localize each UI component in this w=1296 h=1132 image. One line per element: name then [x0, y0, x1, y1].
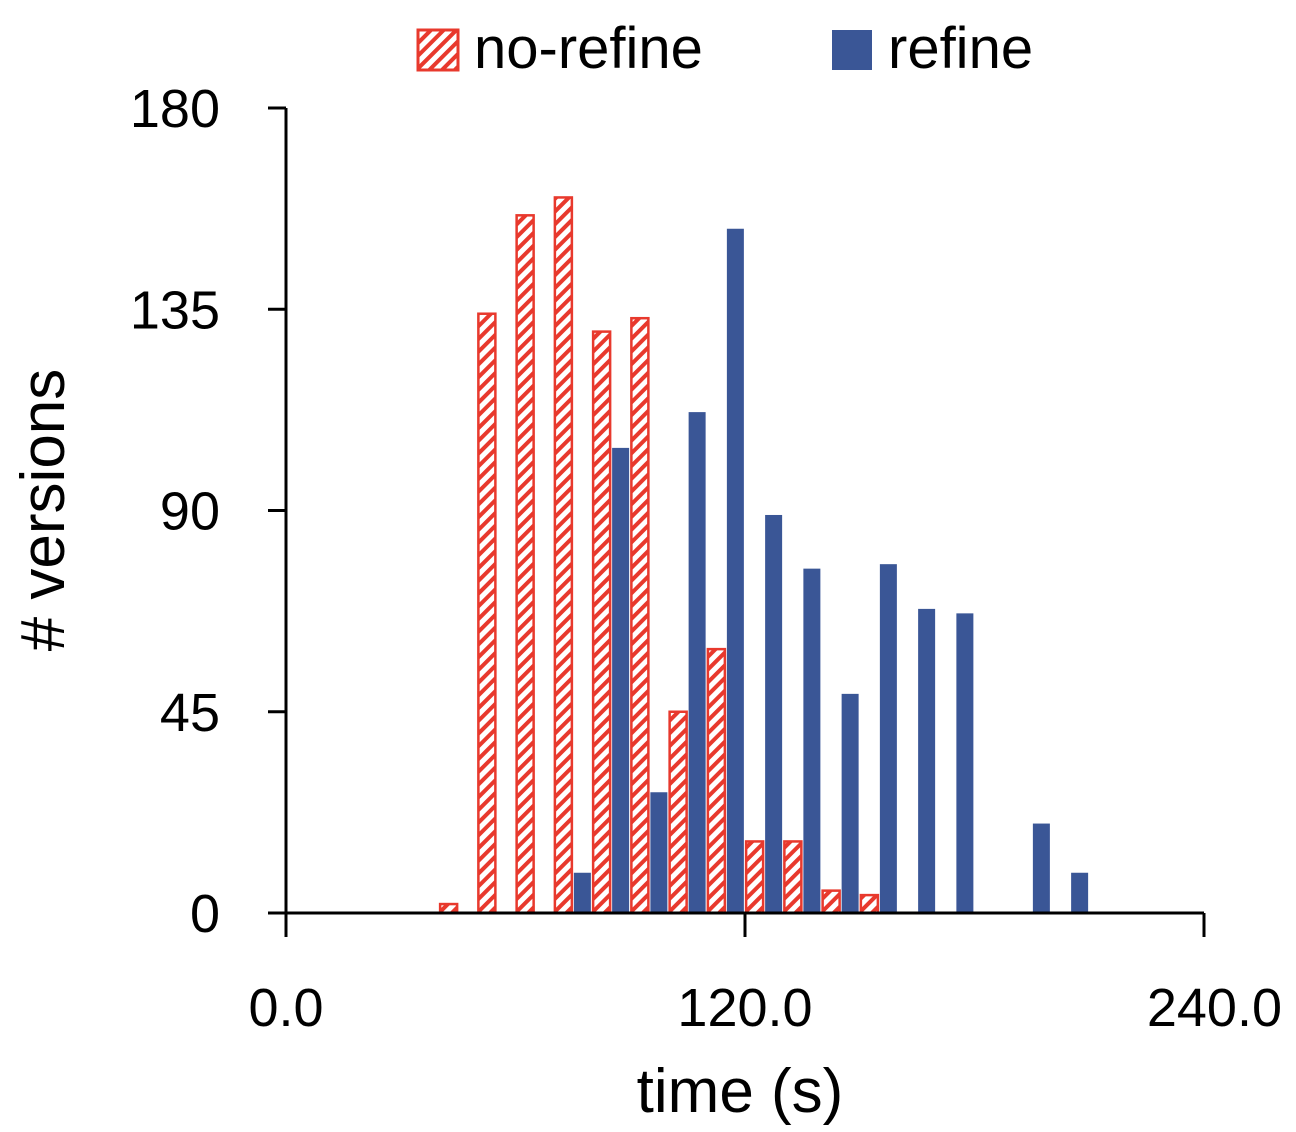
y-tick-label: 0 [190, 884, 220, 944]
legend-swatch-refine [832, 30, 872, 70]
x-tick-label: 0.0 [248, 978, 323, 1038]
bar-no-refine-145 [821, 889, 841, 915]
legend-label-no-refine: no-refine [474, 16, 703, 81]
bar-no-refine-65 [515, 214, 535, 915]
bar-no-refine-95 [630, 316, 650, 915]
bar-refine-165 [918, 608, 936, 913]
bar-refine-175 [956, 613, 974, 913]
y-tick-label: 90 [160, 482, 220, 542]
y-ticks: 0 45 90 135 180 [130, 79, 286, 944]
bar-no-refine-75 [553, 196, 574, 915]
x-tick-label: 120.0 [677, 978, 812, 1038]
x-axis-title: time (s) [637, 1057, 844, 1126]
legend-swatch-no-refine [416, 28, 460, 72]
bar-no-refine-105 [668, 710, 688, 915]
bar-no-refine-125 [744, 840, 765, 915]
bar-no-refine-85 [591, 330, 612, 915]
legend: no-refine refine [416, 16, 1033, 81]
bar-refine-85 [612, 447, 630, 913]
y-tick-label: 45 [160, 683, 220, 743]
x-ticks: 0.0 120.0 240.0 [248, 913, 1282, 1038]
bar-refine-145 [841, 693, 859, 913]
bar-refine-125 [765, 514, 783, 913]
y-tick-label: 135 [130, 280, 220, 340]
bars-layer [438, 196, 1089, 915]
axes [284, 108, 1204, 915]
bar-refine-195 [1032, 823, 1050, 913]
bar-refine-115 [726, 228, 744, 913]
bar-refine-105 [688, 412, 706, 913]
bar-no-refine-115 [706, 647, 727, 915]
bar-refine-75 [573, 872, 591, 913]
bar-refine-205 [1071, 872, 1089, 913]
y-axis-title: # versions [9, 369, 78, 652]
bar-no-refine-55 [477, 312, 497, 915]
x-tick-label: 240.0 [1147, 978, 1282, 1038]
y-tick-label: 180 [130, 79, 220, 139]
bar-no-refine-155 [859, 893, 880, 915]
bar-refine-135 [803, 568, 821, 913]
bar-no-refine-135 [783, 840, 803, 915]
bar-refine-95 [650, 792, 668, 913]
legend-label-refine: refine [888, 16, 1033, 81]
bar-refine-155 [879, 564, 897, 913]
